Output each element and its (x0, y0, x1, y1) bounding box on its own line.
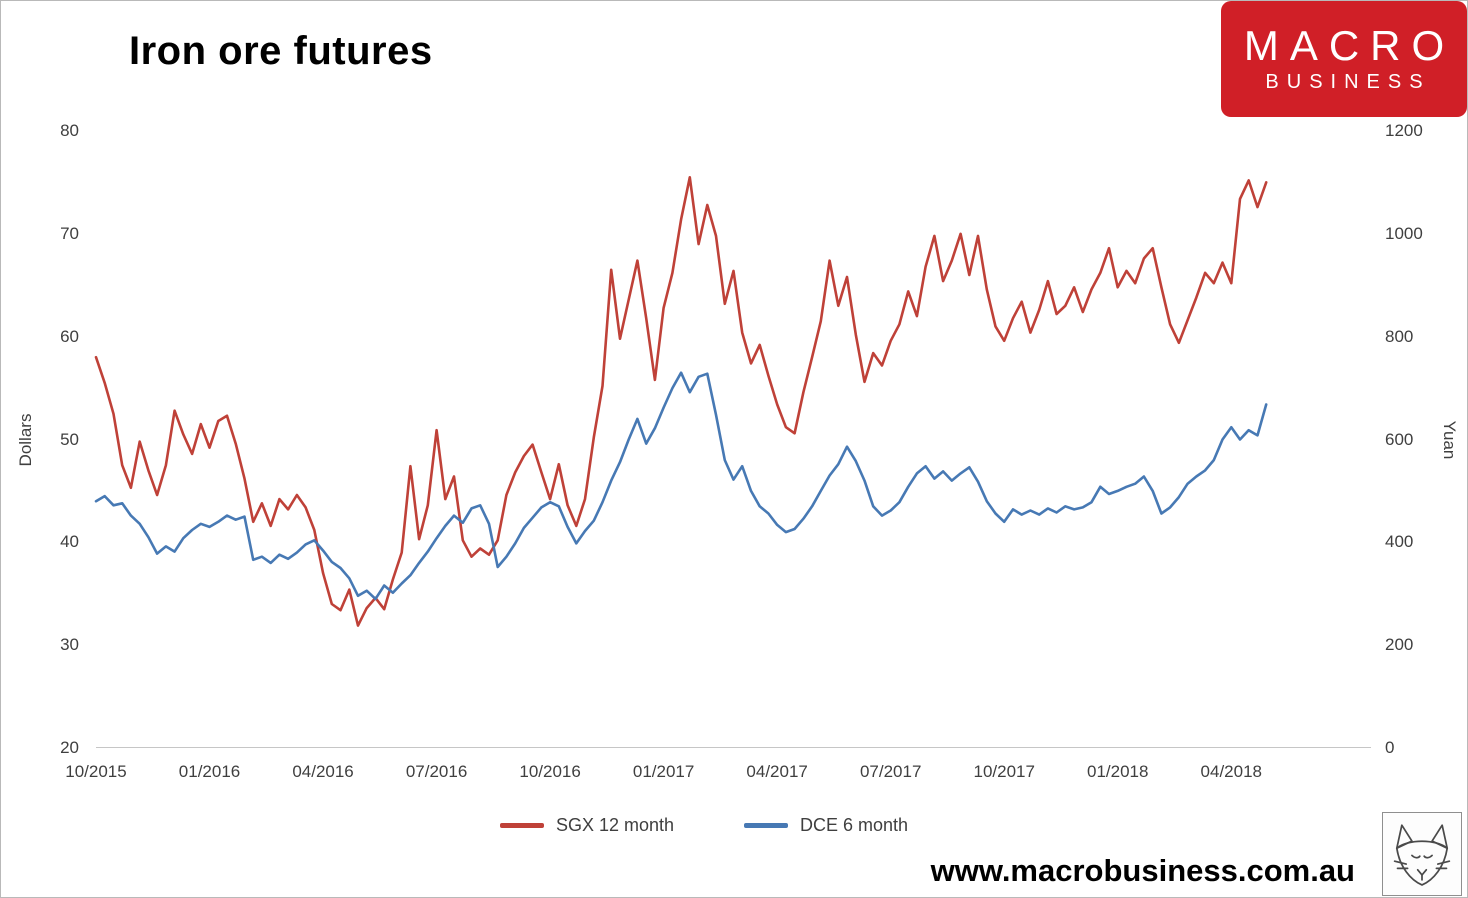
y-axis-left-tick: 30 (60, 635, 79, 655)
x-axis-tick: 04/2017 (746, 762, 808, 781)
y-axis-left-tick: 20 (60, 738, 79, 757)
legend-item-dce: DCE 6 month (744, 815, 908, 836)
legend-label-sgx: SGX 12 month (555, 815, 675, 835)
y-axis-right-tick: 400 (1385, 532, 1414, 552)
chart-title: Iron ore futures (129, 29, 433, 73)
y-axis-right-tick: 600 (1385, 429, 1414, 449)
legend-swatch-dce (744, 823, 789, 828)
fox-icon (1393, 824, 1451, 886)
y-axis-left-tick: 60 (60, 326, 79, 346)
chart-legend: SGX 12 month DCE 6 month (1, 815, 1407, 836)
y-axis-left-tick: 50 (60, 429, 79, 449)
macrobusiness-logo: MACRO BUSINESS (1221, 1, 1467, 117)
fox-logo (1382, 812, 1462, 896)
x-axis-tick: 07/2016 (405, 762, 468, 781)
legend-item-sgx: SGX 12 month (499, 815, 675, 836)
logo-text-business: BUSINESS (1265, 71, 1431, 94)
watermark-url: www.macrobusiness.com.au (930, 853, 1355, 888)
x-axis-tick: 07/2017 (859, 762, 922, 781)
chart-svg (94, 175, 1371, 748)
x-axis-tick: 04/2016 (292, 762, 354, 781)
logo-text-macro: MACRO (1243, 21, 1456, 69)
y-axis-left-tick: 40 (60, 532, 79, 552)
x-axis-tick: 01/2016 (178, 762, 241, 781)
plot-area (94, 131, 1371, 748)
y-axis-left-tick: 70 (60, 223, 79, 243)
y-axis-right-tick: 800 (1385, 326, 1414, 346)
legend-label-dce: DCE 6 month (800, 815, 909, 835)
x-axis-tick: 01/2017 (632, 762, 695, 781)
series-line-sgx-12-month (94, 175, 1268, 627)
x-axis-tick: 04/2018 (1200, 762, 1262, 781)
y-axis-right-tick: 0 (1385, 738, 1395, 757)
x-axis-tick: 10/2015 (65, 762, 127, 781)
series-line-dce-6-month (94, 371, 1268, 601)
y-axis-right-tick: 1000 (1385, 223, 1423, 243)
x-axis-tick: 10/2017 (973, 762, 1035, 781)
legend-swatch-sgx (499, 823, 544, 828)
x-axis-tick: 10/2016 (519, 762, 581, 781)
y-axis-right-tick: 1200 (1385, 121, 1423, 140)
x-axis-tick: 01/2018 (1087, 762, 1149, 781)
y-axis-left-tick: 80 (60, 121, 79, 140)
y-axis-right-tick: 200 (1385, 635, 1414, 655)
